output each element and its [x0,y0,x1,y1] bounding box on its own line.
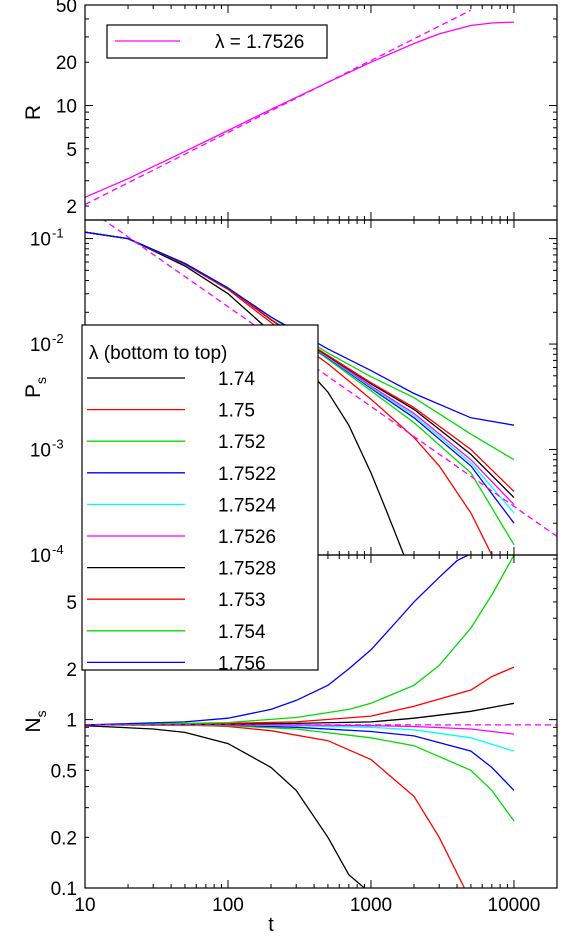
y-tick-label: 0.5 [51,761,77,782]
y-tick-label: 50 [56,0,77,17]
series-line-1-7528 [85,702,515,726]
ps-legend-title: λ (bottom to top) [89,343,227,364]
ps-legend-box [81,324,319,671]
series-line-1-74 [85,725,365,888]
y-tick-label: 10 [30,335,51,356]
x-tick-label: 10000 [488,895,541,916]
y-tick-exponent: -1 [52,226,64,241]
plot-frame [84,554,558,889]
series-line-1-754 [85,555,515,726]
r-legend-label: λ = 1.7526 [215,32,304,53]
y-tick-label: 2 [66,197,77,218]
y-tick-label: 0.2 [51,828,77,849]
x-tick-label: 1000 [350,895,392,916]
y-tick-label: 2 [66,660,77,681]
ps-legend-label: 1.753 [218,590,266,611]
y-tick-label: 20 [56,53,77,74]
ps-legend-label: 1.756 [218,653,266,674]
y-tick-label: 10 [30,441,51,462]
ps-legend-label: 1.74 [218,369,255,390]
series-line-1-75 [85,724,465,888]
ps-legend-label: 1.7528 [218,559,276,580]
y-tick-exponent: -3 [52,437,64,452]
y-axis-label: Ps [22,377,49,398]
y-tick-label: 0.1 [51,879,77,900]
panel-r: 2 5 10 20 50 R [22,0,558,221]
y-tick-label: 10 [30,546,51,567]
y-tick-exponent: -4 [52,542,64,557]
y-axis-label: Ns [22,710,49,732]
y-axis-label-subscript: s [33,377,49,384]
y-tick-label: 5 [66,593,77,614]
y-tick-label: 5 [66,140,77,161]
ps-legend-label: 1.75 [218,401,255,422]
ps-legend-label: 1.7524 [218,495,277,516]
y-tick-label: 1 [66,711,77,732]
y-axis-label: R [22,105,45,120]
series-group [85,9,515,206]
y-axis-label-subscript: s [33,710,49,717]
series-group [85,555,557,888]
series-line-1-752 [85,724,515,822]
ps-legend-label: 1.7526 [218,527,276,548]
ps-legend-label: 1.7522 [218,464,276,485]
y-tick-exponent: -2 [52,331,64,346]
series-line-1-756 [85,555,469,726]
x-axis-label: t [268,914,274,936]
series-line--1-7526 [85,21,515,198]
y-tick-label: 10 [30,230,51,251]
y-tick-label: 10 [56,97,77,118]
x-tick-label: 10 [74,895,95,916]
series-line-1-753 [85,666,515,726]
fit-line [85,9,472,206]
x-tick-label: 100 [212,895,244,916]
ps-legend-label: 1.752 [218,432,266,453]
ps-legend-label: 1.754 [218,622,266,643]
fit-line [102,220,557,537]
ps-legend: λ (bottom to top) 1.74 1.75 1.752 1.7522 1.7… [81,324,319,674]
r-legend: λ = 1.7526 [106,24,328,59]
r-legend-box [106,24,328,59]
